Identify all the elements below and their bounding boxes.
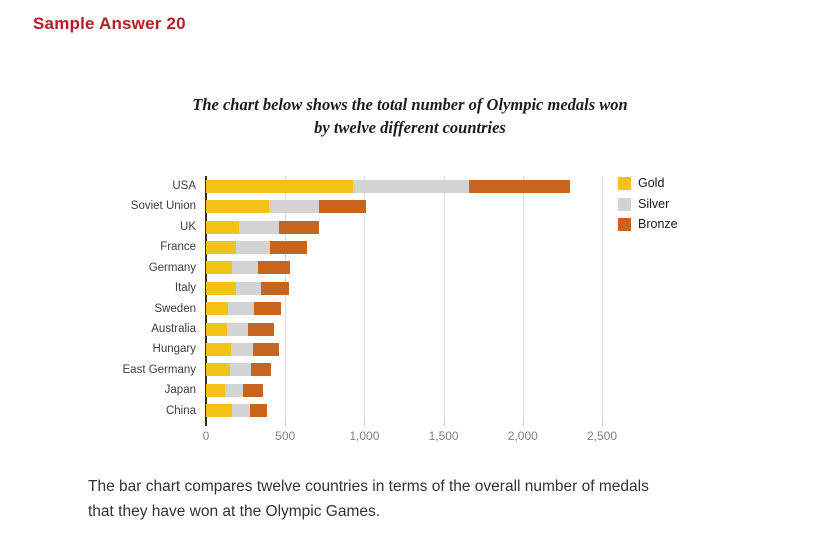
segment-bronze — [319, 200, 366, 214]
segment-bronze — [250, 404, 267, 418]
segment-bronze — [248, 322, 275, 336]
bar-france — [206, 240, 307, 254]
segment-silver — [231, 343, 254, 357]
segment-bronze — [253, 343, 279, 357]
segment-gold — [206, 261, 232, 275]
legend-item-silver: Silver — [618, 196, 678, 211]
segment-bronze — [250, 363, 271, 377]
segment-silver — [353, 179, 469, 193]
gridline — [522, 176, 524, 422]
bar-japan — [206, 383, 264, 397]
gridline — [285, 176, 287, 422]
segment-gold — [206, 179, 354, 193]
gridline — [443, 176, 445, 422]
segment-bronze — [253, 302, 282, 316]
category-label: Soviet Union — [130, 200, 196, 213]
segment-gold — [206, 200, 269, 214]
segment-bronze — [269, 240, 307, 254]
page-title: Sample Answer 20 — [33, 14, 186, 33]
segment-gold — [206, 383, 226, 397]
segment-silver — [230, 363, 251, 377]
segment-bronze — [257, 261, 290, 275]
segment-gold — [206, 302, 229, 316]
axis-tick — [522, 421, 524, 427]
category-label: Hungary — [152, 343, 196, 356]
legend-item-bronze: Bronze — [618, 218, 678, 231]
legend-swatch-bronze — [618, 218, 631, 231]
category-label: France — [160, 241, 196, 254]
segment-silver — [238, 220, 280, 234]
caption-line-2: that they have won at the Olympic Games. — [88, 503, 381, 520]
bar-hungary — [206, 343, 279, 357]
chart-title-line-1: The chart below shows the total number o… — [192, 95, 628, 114]
gridline — [364, 176, 366, 422]
segment-gold — [206, 343, 232, 357]
caption-paragraph: The bar chart compares twelve countries … — [88, 474, 649, 524]
y-axis-line — [205, 176, 207, 427]
bar-australia — [206, 322, 275, 336]
segment-silver — [231, 404, 251, 418]
segment-bronze — [279, 220, 320, 234]
bar-italy — [206, 281, 289, 295]
category-label: USA — [172, 180, 196, 192]
bar-usa — [206, 179, 570, 193]
legend-label: Gold — [638, 176, 665, 190]
x-axis-label: 500 — [275, 429, 296, 444]
category-label: Germany — [148, 261, 196, 274]
medals-bar-chart: 0 500 1,000 1,500 2,000 2,500 USA Soviet Union U… — [110, 176, 710, 451]
axis-tick — [285, 421, 287, 427]
segment-silver — [236, 240, 270, 254]
segment-silver — [236, 281, 262, 295]
segment-silver — [225, 383, 244, 397]
caption-line-1: The bar chart compares twelve countries … — [88, 478, 649, 495]
x-axis-label: 0 — [202, 429, 210, 444]
category-label: UK — [180, 220, 196, 233]
category-label: China — [165, 404, 196, 417]
segment-gold — [206, 281, 237, 295]
chart-title: The chart below shows the total number o… — [115, 93, 705, 139]
segment-silver — [268, 200, 320, 214]
category-label: Sweden — [154, 302, 196, 315]
bar-sweden — [206, 302, 282, 316]
legend-item-gold: Gold — [618, 177, 678, 190]
axis-tick — [602, 421, 603, 427]
legend-label: Silver — [638, 196, 670, 211]
legend-swatch-gold — [618, 177, 631, 190]
bar-china — [206, 404, 267, 418]
x-axis-label: 1,000 — [349, 429, 380, 444]
segment-gold — [206, 240, 237, 254]
segment-bronze — [243, 383, 264, 397]
legend-swatch-silver — [618, 197, 631, 211]
legend-label: Bronze — [638, 217, 678, 231]
x-axis-label: 2,000 — [507, 429, 538, 444]
segment-bronze — [261, 281, 289, 295]
bar-east-germany — [206, 363, 271, 377]
segment-gold — [206, 220, 239, 234]
segment-gold — [206, 363, 231, 377]
axis-tick — [364, 421, 366, 427]
bar-soviet-union — [206, 200, 366, 214]
category-label: Italy — [174, 282, 196, 295]
segment-gold — [206, 404, 232, 418]
segment-silver — [228, 302, 254, 316]
segment-bronze — [468, 179, 570, 193]
bar-germany — [206, 261, 290, 275]
segment-silver — [226, 322, 249, 336]
chart-title-line-2: by twelve different countries — [314, 118, 506, 137]
segment-silver — [231, 261, 258, 275]
gridline — [602, 176, 603, 422]
category-label: Japan — [164, 384, 196, 397]
segment-gold — [206, 322, 227, 336]
category-label: Australia — [151, 322, 196, 335]
category-label: East Germany — [122, 363, 197, 376]
bar-uk — [206, 220, 320, 234]
axis-tick — [443, 421, 445, 427]
x-axis-label: 2,500 — [586, 429, 618, 444]
chart-legend: Gold Silver Bronze — [618, 177, 678, 239]
x-axis-label: 1,500 — [428, 429, 459, 444]
